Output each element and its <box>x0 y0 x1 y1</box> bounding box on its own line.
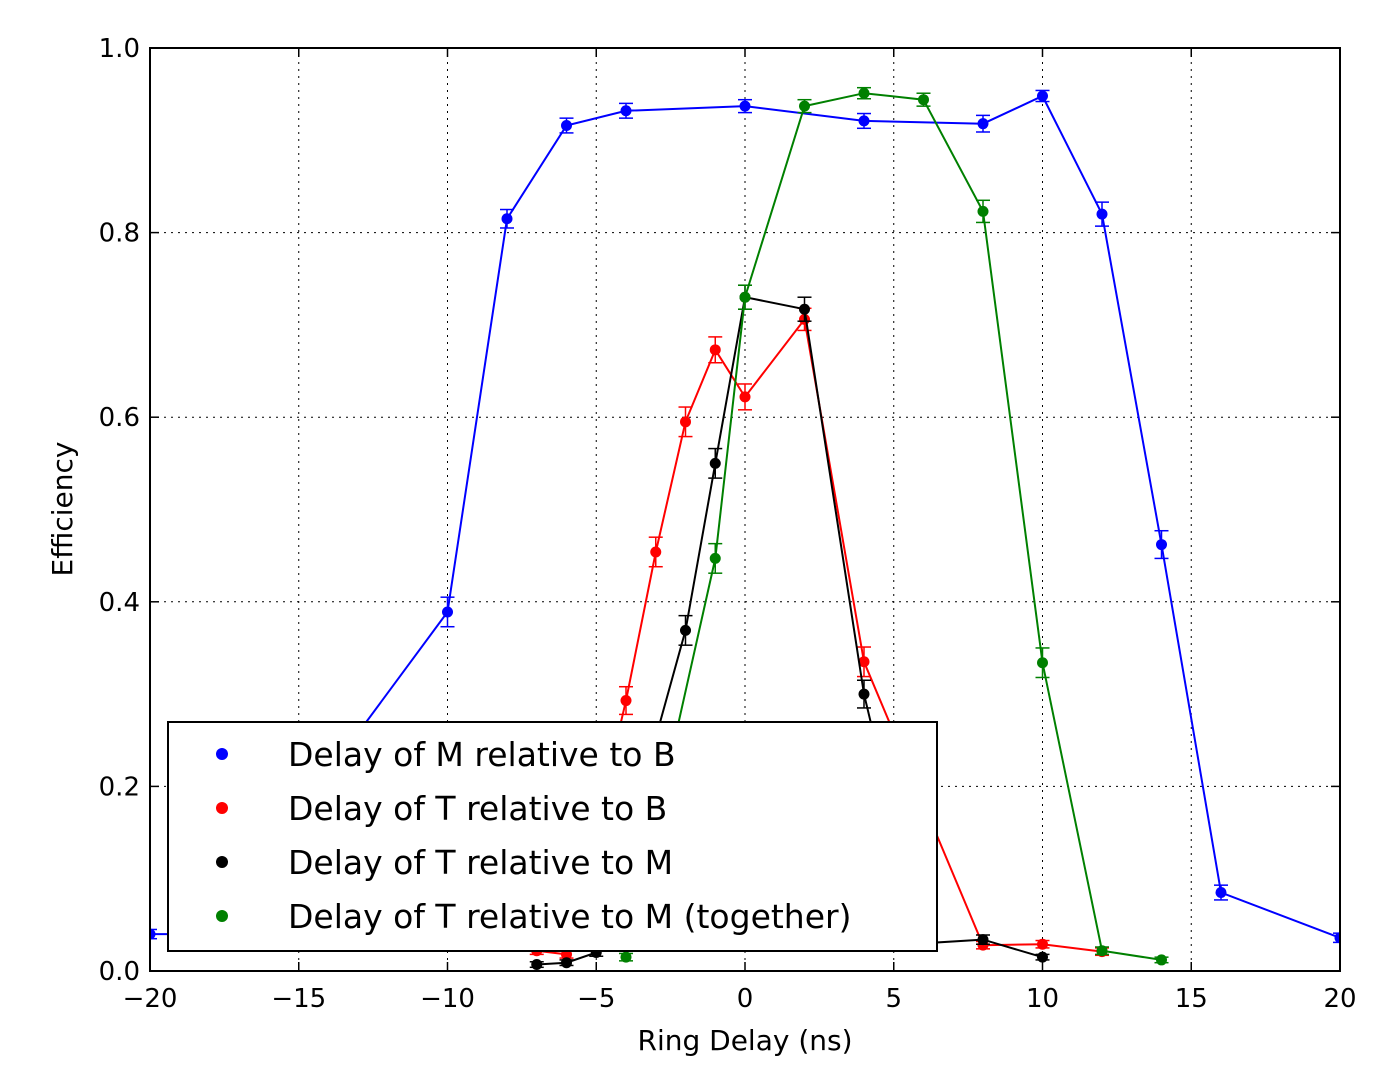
y-tick-label: 0.6 <box>99 403 140 433</box>
data-point <box>1334 932 1340 944</box>
legend-marker <box>216 910 228 922</box>
series-layer <box>150 86 1340 971</box>
data-point <box>1037 951 1048 963</box>
x-tick-label: 5 <box>885 984 902 1014</box>
data-point <box>918 94 929 106</box>
x-tick-label: 10 <box>1026 984 1059 1014</box>
series-4 <box>619 86 1169 966</box>
axis-ticks <box>149 47 1341 972</box>
x-tick-label: −20 <box>123 984 178 1014</box>
data-point <box>1156 954 1167 966</box>
legend-marker <box>216 802 228 814</box>
x-tick-label: 20 <box>1323 984 1356 1014</box>
legend: Delay of M relative to B Delay of T relat… <box>167 721 938 952</box>
data-point <box>1215 887 1227 899</box>
data-point <box>799 303 810 315</box>
data-point <box>561 957 572 969</box>
data-point <box>561 120 572 132</box>
legend-marker <box>216 748 228 760</box>
series-line <box>625 92 1162 961</box>
data-point <box>858 115 870 127</box>
y-tick-label: 0.8 <box>99 219 140 249</box>
data-point <box>977 118 989 130</box>
data-point <box>150 928 156 940</box>
y-axis-label: Efficiency <box>46 442 79 577</box>
x-tick-label: −10 <box>420 984 475 1014</box>
data-point <box>501 213 513 225</box>
data-point <box>650 546 662 558</box>
data-point <box>1037 657 1048 669</box>
data-point <box>1096 208 1108 220</box>
data-point <box>739 100 751 112</box>
legend-entry: Delay of M relative to B <box>288 735 676 774</box>
legend-entry: Delay of T relative to M <box>288 843 673 882</box>
data-point <box>680 624 691 636</box>
data-point <box>531 959 543 971</box>
data-point <box>709 457 721 469</box>
legend-box <box>167 721 938 952</box>
legend-entry: Delay of T relative to B <box>288 789 667 828</box>
data-point <box>620 105 632 117</box>
data-point <box>680 416 691 428</box>
data-point <box>709 344 721 356</box>
legend-entry: Delay of T relative to M (together) <box>288 897 851 936</box>
y-tick-label: 0.4 <box>99 588 140 618</box>
data-point <box>739 291 751 303</box>
data-point <box>1096 945 1108 957</box>
x-tick-label: 0 <box>737 984 754 1014</box>
data-point <box>977 934 989 946</box>
data-point <box>858 87 870 99</box>
data-point <box>799 100 810 112</box>
data-point <box>1156 539 1167 551</box>
data-point <box>1037 90 1048 102</box>
data-point <box>620 695 632 707</box>
x-tick-label: −5 <box>577 984 615 1014</box>
data-point <box>739 391 751 403</box>
data-point <box>709 552 721 564</box>
y-tick-label: 0.2 <box>99 772 140 802</box>
legend-marker <box>216 856 228 868</box>
y-tick-label: 1.0 <box>99 34 140 64</box>
data-point <box>977 205 989 217</box>
data-point <box>442 606 453 618</box>
data-point <box>858 688 870 700</box>
data-point <box>1037 938 1048 950</box>
x-tick-label: −15 <box>271 984 326 1014</box>
series-line <box>150 94 1340 939</box>
y-tick-label: 0.0 <box>99 957 140 987</box>
data-point <box>620 951 632 963</box>
x-tick-label: 15 <box>1175 984 1208 1014</box>
data-point <box>858 656 870 668</box>
tick-labels: −20 −15 −10 −5 0 5 10 15 20 0.0 0.2 0.4 0.6 0.8 1.0 <box>99 34 1357 1014</box>
x-axis-label: Ring Delay (ns) <box>637 1024 852 1057</box>
